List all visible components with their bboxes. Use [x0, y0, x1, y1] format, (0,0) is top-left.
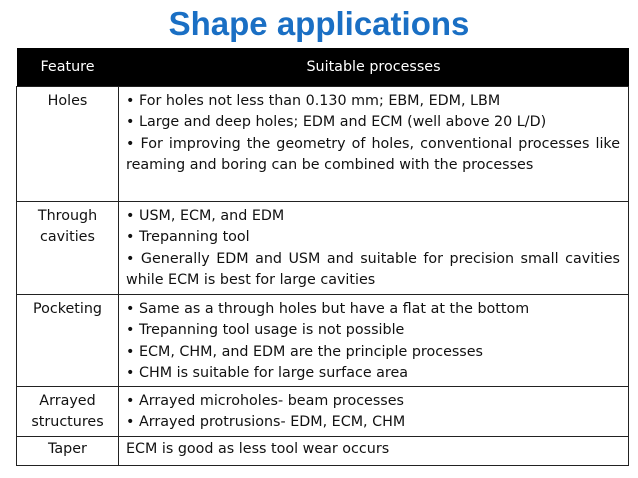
- table-row: Through cavities • USM, ECM, and EDM • T…: [16, 201, 629, 295]
- table-row: Arrayed structures • Arrayed microholes-…: [16, 386, 629, 437]
- processes-cell: • Same as a through holes but have a fla…: [118, 294, 629, 387]
- feature-cell: Pocketing: [16, 294, 119, 387]
- processes-cell: • USM, ECM, and EDM • Trepanning tool • …: [118, 201, 629, 295]
- table-row: Pocketing • Same as a through holes but …: [16, 294, 629, 387]
- process-item: • Same as a through holes but have a fla…: [126, 301, 530, 317]
- processes-table: Feature Suitable processes Holes • For h…: [16, 48, 629, 466]
- process-item: ECM is good as less tool wear occurs: [126, 441, 390, 457]
- feature-cell: Holes: [16, 86, 119, 202]
- header-feature: Feature: [16, 48, 119, 87]
- header-suitable-processes: Suitable processes: [118, 48, 629, 87]
- processes-cell: ECM is good as less tool wear occurs: [118, 436, 629, 466]
- process-item: • ECM, CHM, and EDM are the principle pr…: [126, 343, 484, 360]
- feature-cell: Through cavities: [16, 201, 119, 295]
- feature-cell: Arrayed structures: [16, 386, 119, 437]
- processes-cell: • Arrayed microholes- beam processes • A…: [118, 386, 629, 437]
- processes-cell: • For holes not less than 0.130 mm; EBM,…: [118, 86, 629, 202]
- process-item: • Trepanning tool: [126, 229, 250, 246]
- process-item: • CHM is suitable for large surface area: [126, 365, 409, 382]
- process-item: • For improving the geometry of holes, c…: [126, 135, 620, 174]
- process-item: • Arrayed microholes- beam processes: [126, 393, 404, 409]
- table-row: Holes • For holes not less than 0.130 mm…: [16, 86, 629, 202]
- feature-cell: Taper: [16, 436, 119, 466]
- process-item: • Large and deep holes; EDM and ECM (wel…: [126, 114, 547, 131]
- process-item: • USM, ECM, and EDM: [126, 208, 285, 224]
- table-row: Taper ECM is good as less tool wear occu…: [16, 436, 629, 466]
- process-item: • For holes not less than 0.130 mm; EBM,…: [126, 93, 501, 109]
- table-header-row: Feature Suitable processes: [16, 48, 629, 87]
- slide-title: Shape applications: [168, 5, 470, 42]
- process-item: • Trepanning tool usage is not possible: [126, 322, 405, 339]
- process-item: • Generally EDM and USM and suitable for…: [126, 250, 620, 289]
- process-item: • Arrayed protrusions- EDM, ECM, CHM: [126, 414, 406, 431]
